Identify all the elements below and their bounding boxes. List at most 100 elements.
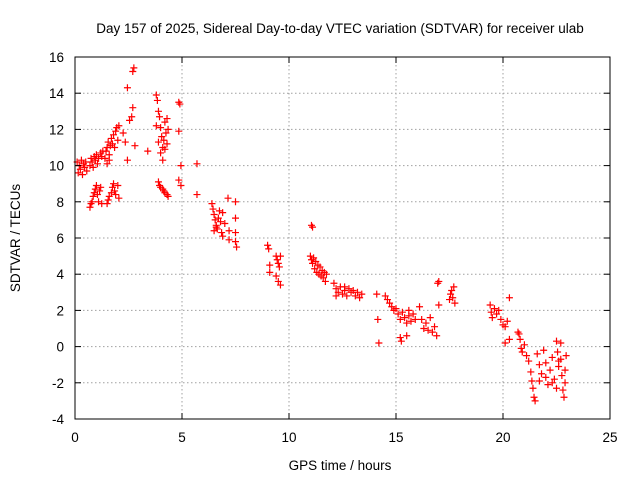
data-point: [105, 156, 113, 164]
data-point: [96, 187, 104, 195]
data-point: [232, 238, 239, 246]
data-point: [505, 294, 513, 302]
data-point: [428, 328, 436, 336]
data-point: [78, 171, 86, 179]
data-point: [449, 294, 457, 302]
data-point: [515, 330, 523, 338]
data-point: [74, 169, 82, 177]
data-point: [119, 129, 127, 137]
data-point: [83, 167, 91, 175]
data-point: [523, 352, 531, 360]
data-point: [559, 386, 567, 394]
data-point: [538, 370, 546, 378]
data-point: [213, 225, 221, 233]
data-point: [396, 315, 404, 323]
data-point: [349, 286, 357, 294]
x-tick-label: 0: [71, 430, 79, 445]
data-point: [276, 252, 284, 260]
data-point: [345, 285, 353, 293]
x-tick-label: 15: [388, 430, 403, 445]
data-point: [87, 154, 95, 162]
data-point: [561, 379, 569, 387]
data-point: [309, 223, 317, 231]
y-tick-label: -2: [52, 376, 64, 391]
data-point: [177, 182, 185, 190]
data-point: [527, 368, 535, 376]
data-point: [154, 107, 162, 115]
data-point: [102, 147, 110, 155]
data-point: [88, 198, 96, 206]
data-point: [503, 317, 511, 325]
y-tick-label: 14: [49, 86, 65, 101]
data-point: [89, 163, 97, 171]
data-point: [448, 286, 456, 294]
data-point: [388, 303, 396, 311]
data-point: [219, 232, 227, 240]
data-point: [330, 279, 338, 287]
data-point: [321, 277, 329, 285]
data-point: [130, 64, 138, 72]
data-point: [156, 113, 164, 121]
data-point: [232, 214, 239, 222]
data-point: [334, 288, 342, 296]
data-point: [311, 265, 319, 273]
data-point: [114, 136, 122, 144]
data-point: [210, 210, 218, 218]
y-axis-label: SDTVAR / TECUs: [8, 184, 23, 293]
data-point: [435, 301, 443, 309]
data-point: [409, 310, 417, 318]
data-point: [103, 200, 111, 208]
data-point: [160, 187, 168, 195]
data-point: [420, 325, 428, 332]
data-point: [104, 196, 112, 204]
data-point: [82, 158, 90, 166]
data-point: [92, 182, 100, 190]
data-point: [232, 198, 239, 206]
data-point: [193, 191, 201, 199]
data-point: [381, 292, 389, 300]
y-tick-label: 12: [49, 122, 64, 137]
data-point: [407, 317, 415, 325]
data-point: [208, 200, 216, 208]
data-point: [416, 303, 424, 311]
data-points: [73, 64, 570, 405]
x-tick-label: 5: [178, 430, 186, 445]
data-point: [312, 258, 320, 266]
data-point: [225, 227, 233, 235]
data-point: [373, 290, 381, 298]
data-point: [487, 308, 495, 316]
data-point: [92, 151, 100, 159]
data-point: [158, 133, 166, 141]
x-tick-label: 10: [281, 430, 296, 445]
data-point: [514, 328, 522, 336]
data-point: [316, 263, 324, 271]
data-point: [396, 334, 404, 342]
data-point: [550, 375, 558, 383]
data-point: [276, 281, 284, 289]
data-point: [548, 379, 556, 387]
data-point: [176, 100, 184, 108]
data-point: [274, 277, 282, 285]
data-point: [557, 355, 565, 363]
data-point: [97, 183, 105, 191]
data-point: [403, 332, 411, 340]
data-point: [561, 366, 569, 374]
data-point: [528, 377, 536, 385]
data-point: [450, 283, 458, 291]
data-point: [501, 323, 509, 331]
data-point: [108, 183, 116, 191]
data-point: [164, 192, 172, 200]
data-point: [154, 178, 162, 186]
data-point: [121, 138, 129, 146]
data-point: [212, 223, 220, 231]
data-point: [554, 348, 562, 356]
data-point: [517, 344, 525, 352]
data-point: [540, 346, 548, 354]
data-point: [397, 337, 405, 345]
data-point: [516, 335, 524, 343]
data-point: [214, 214, 222, 222]
data-point: [86, 203, 94, 211]
y-tick-label: 2: [56, 303, 64, 318]
data-point: [103, 160, 111, 168]
data-point: [87, 200, 95, 208]
